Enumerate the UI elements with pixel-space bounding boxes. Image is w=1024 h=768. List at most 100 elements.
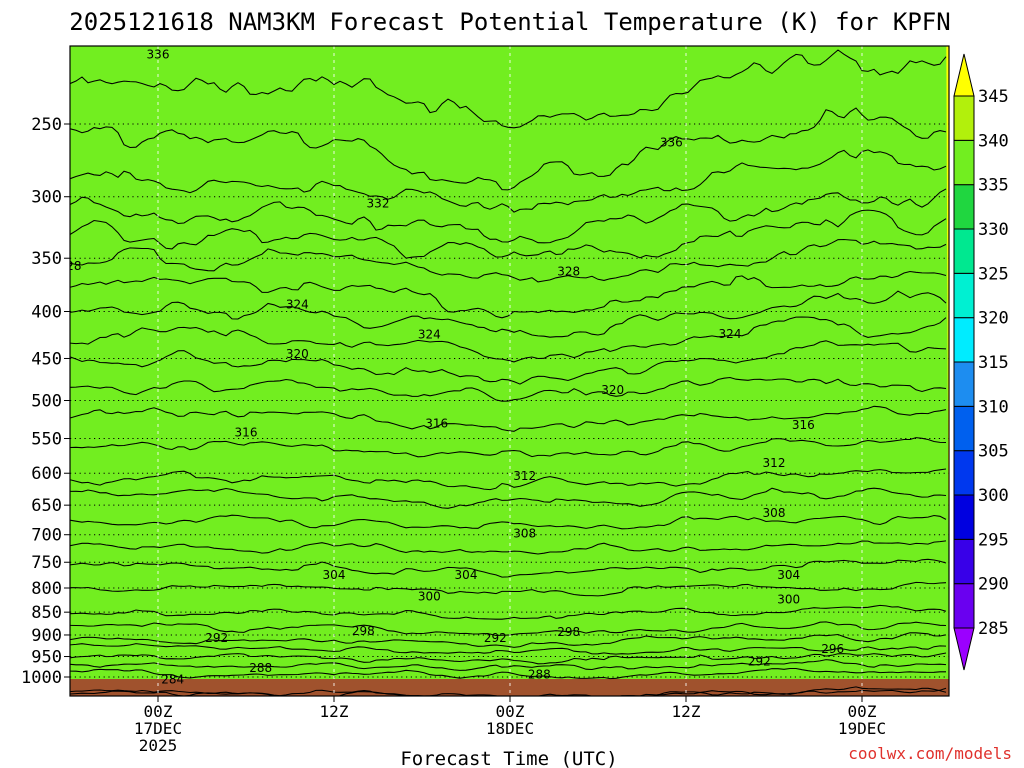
- isentrope-312: [70, 468, 947, 491]
- colorbar: 285 290 295 300 305 310 315 320 325 330 335 340 345: [953, 53, 1009, 671]
- contour-label: 328: [557, 265, 580, 279]
- y-tick-label-750: 750: [31, 553, 62, 573]
- y-tick-label-350: 350: [31, 249, 62, 269]
- colorbar-label-315: 315: [978, 353, 1009, 373]
- colorbar-overflow-triangle: [953, 53, 975, 97]
- colorbar-segment: [953, 317, 975, 363]
- isentrope-294: [70, 643, 947, 655]
- contour-label: 316: [792, 418, 815, 432]
- isentrope-324: [70, 290, 947, 338]
- isentrope-322: [70, 316, 947, 363]
- contour-label: 324: [286, 297, 309, 311]
- contour-label: 336: [147, 47, 170, 61]
- isentrope-306: [70, 540, 947, 555]
- isentrope-302: [70, 581, 947, 597]
- isentrope-316: [70, 405, 947, 432]
- colorbar-segment: [953, 95, 975, 141]
- isentrope-296: [70, 632, 947, 648]
- x-tick-label: 00Z: [144, 702, 173, 721]
- y-tick-label-500: 500: [31, 392, 62, 412]
- contour-label: 324: [719, 327, 742, 341]
- contour-label: 288: [249, 661, 272, 675]
- colorbar-segment: [953, 494, 975, 540]
- colorbar-segment: [953, 583, 975, 629]
- isentrope-288: [70, 667, 946, 680]
- y-tick-label-550: 550: [31, 430, 62, 450]
- isentrope-300: [70, 604, 947, 620]
- x-tick-label: 00Z: [848, 702, 877, 721]
- x-tick-label: 00Z: [496, 702, 525, 721]
- isentrope-314: [70, 437, 947, 458]
- credit-text: coolwx.com/models: [848, 744, 1012, 763]
- x-tick-label: 19DEC: [838, 719, 886, 738]
- isentrope-286: [70, 686, 947, 696]
- isentrope-304: [70, 558, 947, 578]
- isentrope-298: [70, 621, 947, 637]
- contour-label: 316: [425, 417, 448, 431]
- colorbar-segment: [953, 139, 975, 186]
- colorbar-label-300: 300: [978, 486, 1009, 506]
- colorbar-label-335: 335: [978, 176, 1009, 196]
- isentrope-290: [70, 659, 947, 671]
- colorbar-segment: [953, 538, 975, 585]
- y-tick-label-950: 950: [31, 648, 62, 668]
- x-tick-label: 12Z: [672, 702, 701, 721]
- colorbar-segment: [953, 361, 975, 407]
- contour-label: 320: [286, 347, 309, 361]
- x-tick-label: 12Z: [320, 702, 349, 721]
- y-tick-label-850: 850: [31, 603, 62, 623]
- contour-label: 308: [513, 527, 536, 541]
- colorbar-label-310: 310: [978, 397, 1009, 417]
- isentrope-332: [70, 188, 947, 244]
- y-tick-label-800: 800: [31, 579, 62, 599]
- contour-label: 308: [763, 506, 786, 520]
- contour-label: 292: [205, 631, 228, 645]
- contour-label: 304: [777, 568, 800, 582]
- isentrope-308: [70, 514, 947, 530]
- contour-label: 328: [59, 259, 82, 273]
- colorbar-label-325: 325: [978, 264, 1009, 284]
- isentrope-310: [70, 487, 947, 509]
- colorbar-segment: [953, 450, 975, 496]
- grid-lines: [70, 46, 949, 696]
- isentrope-320: [70, 340, 947, 385]
- isentrope-318: [70, 376, 947, 402]
- colorbar-label-285: 285: [978, 619, 1009, 639]
- colorbar-label-330: 330: [978, 220, 1009, 240]
- colorbar-segment: [953, 272, 975, 319]
- plot-area: 3363363323283283243243243243203203163163…: [59, 45, 950, 697]
- y-tick-label-250: 250: [31, 115, 62, 135]
- x-tick-label: 2025: [139, 736, 178, 755]
- isentrope-326: [70, 270, 947, 319]
- isentrope-334: [70, 149, 947, 213]
- contour-label: 312: [513, 469, 536, 483]
- colorbar-label-305: 305: [978, 442, 1009, 462]
- contour-label: 298: [352, 624, 375, 638]
- contour-label: 336: [660, 136, 683, 150]
- isentrope-328: [70, 238, 947, 283]
- contour-label: 304: [455, 568, 478, 582]
- colorbar-label-290: 290: [978, 575, 1009, 595]
- contour-label: 284: [161, 672, 184, 686]
- y-tick-label-600: 600: [31, 464, 62, 484]
- isentropes: [70, 49, 947, 696]
- x-tick-label: 17DEC: [134, 719, 182, 738]
- isentrope-338: [70, 49, 947, 129]
- y-tick-label-450: 450: [31, 349, 62, 369]
- colorbar-label-295: 295: [978, 530, 1009, 550]
- isentrope-330: [70, 209, 947, 259]
- y-tick-label-700: 700: [31, 526, 62, 546]
- y-tick-label-1000: 1000: [21, 668, 62, 688]
- colorbar-segment: [953, 405, 975, 452]
- y-tick-label-300: 300: [31, 188, 62, 208]
- y-axis-pressure: 250 300 350 400 450 500 550 600 650 700 750 800 850 9…: [21, 115, 70, 688]
- y-tick-label-400: 400: [31, 302, 62, 322]
- colorbar-underflow-triangle: [953, 627, 975, 671]
- isentrope-336: [70, 107, 947, 191]
- contour-label: 292: [748, 655, 771, 669]
- chart-title: 2025121618 NAM3KM Forecast Potential Tem…: [69, 8, 950, 36]
- colorbar-label-340: 340: [978, 131, 1009, 151]
- contour-label: 300: [777, 592, 800, 606]
